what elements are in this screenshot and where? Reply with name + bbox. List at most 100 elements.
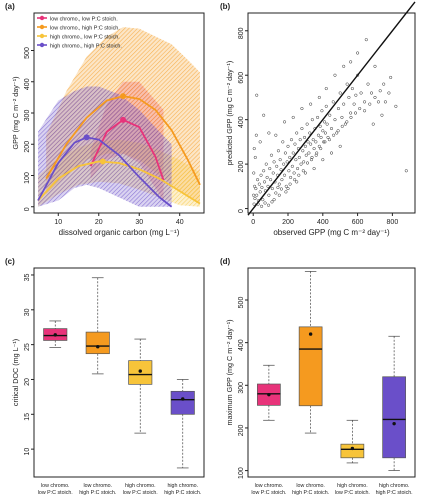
y-tick-label: 500: [24, 47, 31, 59]
data-point: [336, 129, 340, 133]
data-point: [322, 140, 326, 144]
mean-point: [267, 392, 271, 397]
x-tick-label: 400: [317, 219, 329, 226]
x-tick-label: 30: [135, 219, 143, 226]
data-point: [368, 102, 372, 106]
series-line: [45, 95, 201, 186]
data-point: [310, 118, 314, 122]
data-point: [269, 178, 273, 182]
data-point: [356, 51, 360, 55]
box-body: [85, 331, 110, 355]
data-point: [309, 142, 313, 146]
data-point: [307, 151, 311, 155]
category-label-line1: low chromo.: [255, 483, 284, 489]
category-label-line1: high chromo.: [379, 483, 410, 489]
data-point: [262, 113, 266, 117]
data-point: [294, 158, 298, 162]
y-tick-label: 20: [24, 378, 31, 386]
data-point: [288, 182, 292, 186]
data-point: [297, 155, 301, 159]
data-point: [340, 124, 344, 128]
data-point: [293, 142, 297, 146]
data-point: [286, 144, 290, 148]
data-point: [286, 187, 290, 191]
data-point: [277, 182, 281, 186]
data-point: [295, 180, 299, 184]
data-point: [278, 158, 282, 162]
data-point: [267, 131, 271, 135]
data-point: [252, 147, 256, 151]
data-point: [289, 138, 294, 142]
plot-frame: [247, 267, 416, 478]
y-tick-label: 30: [24, 308, 31, 316]
data-point: [315, 151, 319, 155]
y-tick-label: 400: [24, 78, 31, 90]
data-point: [264, 162, 268, 166]
data-point: [289, 175, 293, 179]
data-point: [262, 180, 267, 184]
data-point: [319, 135, 323, 139]
data-point: [364, 38, 368, 42]
data-point: [296, 167, 300, 171]
data-point: [295, 131, 299, 135]
data-point: [327, 138, 331, 142]
data-point: [262, 169, 266, 173]
data-point: [256, 178, 260, 182]
data-point: [302, 160, 306, 164]
data-point: [373, 95, 377, 99]
data-point: [291, 115, 295, 119]
y-tick-label: 15: [24, 413, 31, 421]
data-point: [274, 191, 278, 195]
mean-point: [392, 421, 396, 426]
data-point: [291, 151, 295, 155]
data-point: [314, 140, 318, 144]
box-3: [382, 335, 406, 471]
box-0: [257, 364, 281, 421]
data-point: [266, 203, 271, 207]
legend-marker: [39, 42, 45, 48]
data-point: [387, 91, 391, 95]
data-point: [325, 122, 329, 126]
data-point: [267, 193, 271, 197]
data-point: [274, 133, 278, 137]
y-axis-label: GPP (mg C m⁻² day⁻¹): [11, 77, 20, 150]
box-1: [298, 271, 323, 434]
data-point: [314, 153, 318, 157]
data-point: [318, 124, 322, 128]
data-point: [324, 104, 328, 108]
data-point: [389, 75, 393, 79]
y-tick-label: 600: [238, 72, 245, 84]
data-point: [271, 171, 275, 175]
data-point: [354, 93, 358, 97]
y-tick-label: 500: [238, 297, 245, 309]
box-1: [85, 277, 110, 375]
data-point: [311, 138, 315, 142]
data-point: [326, 135, 330, 139]
data-point: [316, 133, 321, 137]
data-point: [303, 144, 307, 148]
data-point: [350, 87, 354, 91]
data-point: [338, 91, 342, 95]
data-point: [308, 131, 312, 135]
data-point: [304, 153, 308, 157]
data-point: [380, 113, 384, 117]
data-point: [305, 122, 309, 126]
category-label-line2: low P:C stoich.: [38, 490, 73, 496]
y-tick-label: 0: [24, 207, 31, 211]
data-point: [322, 120, 327, 124]
legend-label: high chromo., low P:C stoich.: [50, 34, 120, 40]
data-point: [254, 133, 258, 137]
data-point: [252, 171, 256, 175]
y-tick-label: 200: [238, 161, 245, 173]
data-point: [300, 107, 304, 111]
data-point: [258, 190, 262, 194]
category-label-line2: high P:C stoich.: [376, 490, 413, 496]
x-tick-label: 20: [95, 219, 103, 226]
category-label-line2: high P:C stoich.: [164, 490, 201, 496]
data-point: [343, 122, 347, 126]
data-point: [333, 118, 337, 122]
data-point: [280, 178, 284, 182]
x-axis-label: observed GPP (mg C m⁻² day⁻¹): [273, 228, 390, 237]
